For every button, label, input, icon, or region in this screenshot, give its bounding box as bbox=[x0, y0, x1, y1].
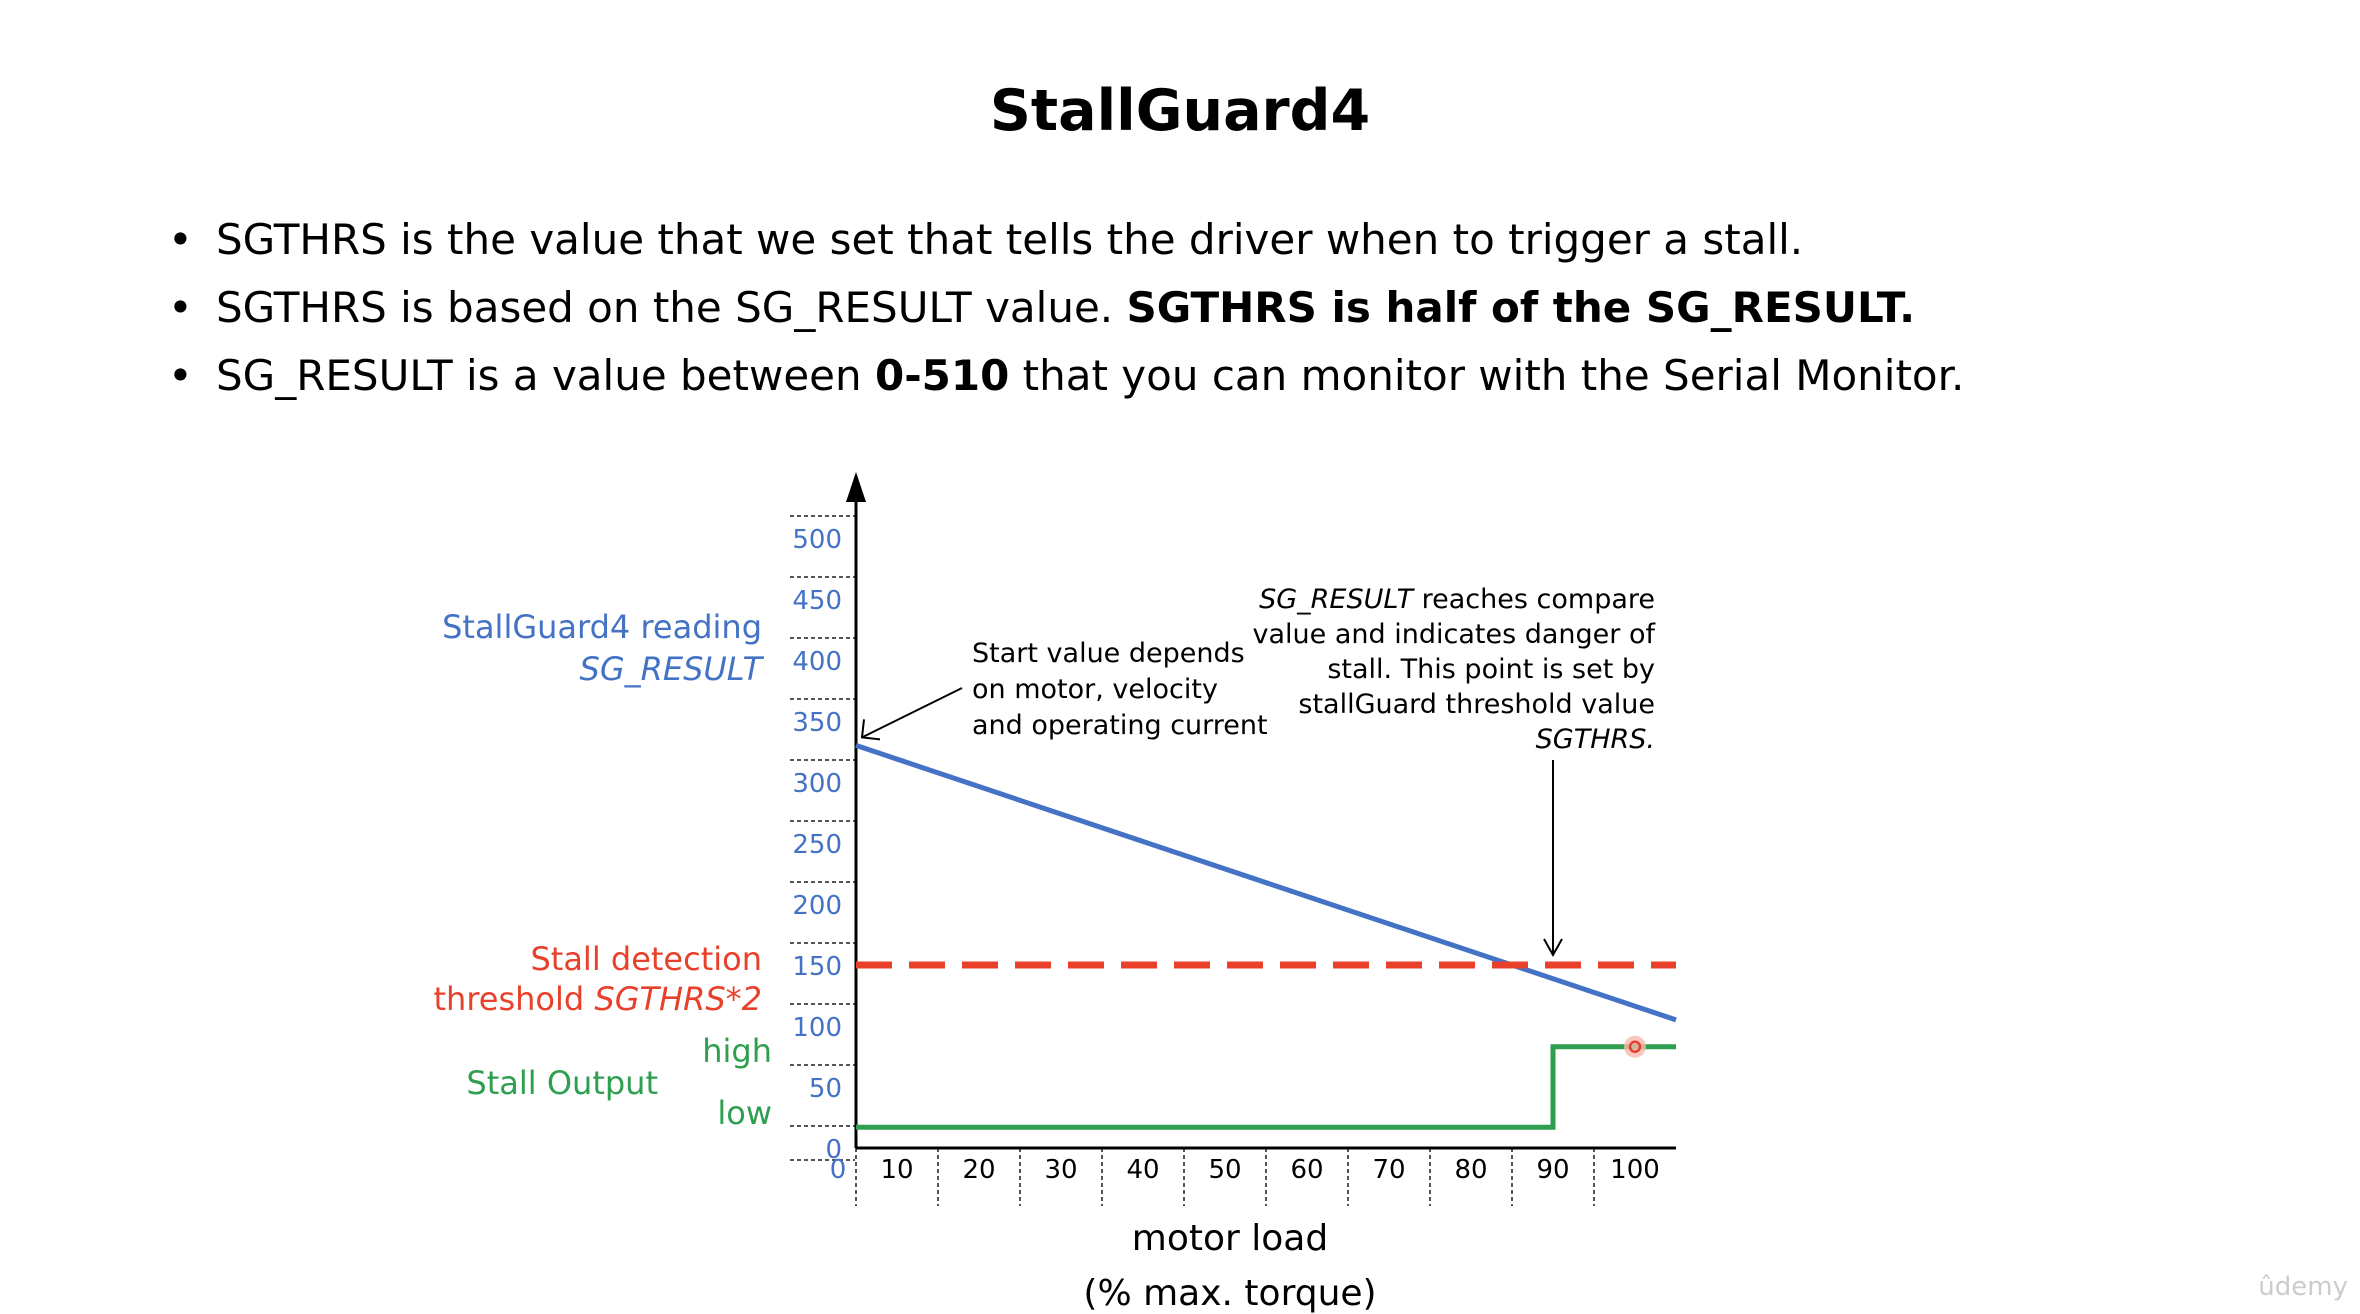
start-annotation-line: Start value depends bbox=[972, 638, 1245, 669]
x-tick-label: 90 bbox=[1536, 1155, 1569, 1185]
compare-annotation-arrowhead bbox=[1543, 938, 1563, 958]
threshold-label-line2-part: SGTHRS*2 bbox=[594, 980, 762, 1018]
start-annotation-line: on motor, velocity bbox=[972, 674, 1218, 705]
threshold-label-line2-part: threshold bbox=[434, 980, 595, 1018]
y-tick-label: 500 bbox=[792, 525, 842, 555]
y-tick-label: 0 bbox=[825, 1135, 842, 1165]
x-tick-label: 60 bbox=[1290, 1155, 1323, 1185]
y-axis-label-line1: StallGuard4 reading bbox=[442, 608, 762, 646]
y-tick-label: 350 bbox=[792, 708, 842, 738]
marker-halo bbox=[1624, 1035, 1646, 1058]
compare-annotation-last: SGTHRS. bbox=[1536, 724, 1655, 755]
x-tick-label: 50 bbox=[1208, 1155, 1241, 1185]
bullet-item: SGTHRS is the value that we set that tel… bbox=[168, 206, 1964, 274]
udemy-watermark: ûdemy bbox=[2258, 1272, 2348, 1302]
y-tick-label: 50 bbox=[809, 1074, 842, 1104]
compare-annotation-line1: SG_RESULT reaches compare bbox=[1259, 584, 1655, 615]
y-axis-label-line2: SG_RESULT bbox=[580, 650, 765, 688]
marker-point bbox=[1628, 1040, 1642, 1053]
y-tick-label: 100 bbox=[792, 1013, 842, 1043]
y-tick-label: 250 bbox=[792, 830, 842, 860]
stall-output-high-label: high bbox=[702, 1032, 772, 1070]
compare-annotation-line: stallGuard threshold value bbox=[1298, 689, 1655, 720]
x-axis-subtitle: (% max. torque) bbox=[1083, 1273, 1376, 1314]
x-tick-label: 70 bbox=[1372, 1155, 1405, 1185]
y-tick-label: 450 bbox=[792, 586, 842, 616]
stall-output-low-label: low bbox=[717, 1094, 772, 1132]
compare-annotation-line1-part: reaches compare bbox=[1413, 584, 1655, 615]
bullet-bold-text: SGTHRS is half of the SG_RESULT. bbox=[1126, 283, 1916, 332]
threshold-label-line2: threshold SGTHRS*2 bbox=[434, 980, 763, 1018]
x-tick-label: 30 bbox=[1044, 1155, 1077, 1185]
y-tick-label: 400 bbox=[792, 647, 842, 677]
threshold-label-line1: Stall detection bbox=[530, 940, 762, 978]
bullet-text: SGTHRS is the value that we set that tel… bbox=[216, 215, 1804, 264]
y-tick-label: 200 bbox=[792, 891, 842, 921]
compare-annotation-line: value and indicates danger of bbox=[1253, 619, 1657, 650]
bullet-list: SGTHRS is the value that we set that tel… bbox=[168, 206, 1964, 410]
x-tick-label: 20 bbox=[962, 1155, 995, 1185]
bullet-text: that you can monitor with the Serial Mon… bbox=[1009, 351, 1965, 400]
y-axis-arrow bbox=[846, 472, 866, 502]
bullet-item: SGTHRS is based on the SG_RESULT value. … bbox=[168, 274, 1964, 342]
x-tick-label: 100 bbox=[1610, 1155, 1660, 1185]
start-annotation-arrowhead bbox=[860, 719, 881, 741]
bullet-bold-text: 0-510 bbox=[874, 351, 1010, 400]
bullet-text: SGTHRS is based on the SG_RESULT value. bbox=[216, 283, 1127, 332]
x-tick-label: 10 bbox=[880, 1155, 913, 1185]
bullet-item: SG_RESULT is a value between 0-510 that … bbox=[168, 342, 1964, 410]
slide-title: StallGuard4 bbox=[989, 78, 1371, 144]
series-stall_output bbox=[856, 1044, 1676, 1130]
stall-output-label: Stall Output bbox=[466, 1064, 658, 1102]
x-tick-label: 80 bbox=[1454, 1155, 1487, 1185]
x-axis-title: motor load bbox=[1132, 1218, 1328, 1259]
y-tick-label: 150 bbox=[792, 952, 842, 982]
start-annotation-arrow-line bbox=[861, 687, 963, 739]
start-annotation-line: and operating current bbox=[972, 710, 1268, 741]
x-tick-label: 40 bbox=[1126, 1155, 1159, 1185]
compare-annotation-line1-part: SG_RESULT bbox=[1259, 584, 1415, 615]
bullet-text: SG_RESULT is a value between bbox=[216, 351, 875, 400]
compare-annotation-line: stall. This point is set by bbox=[1327, 654, 1655, 685]
x-tick-label: 0 bbox=[830, 1155, 847, 1185]
series-sg_result bbox=[855, 743, 1677, 1023]
y-tick-label: 300 bbox=[792, 769, 842, 799]
